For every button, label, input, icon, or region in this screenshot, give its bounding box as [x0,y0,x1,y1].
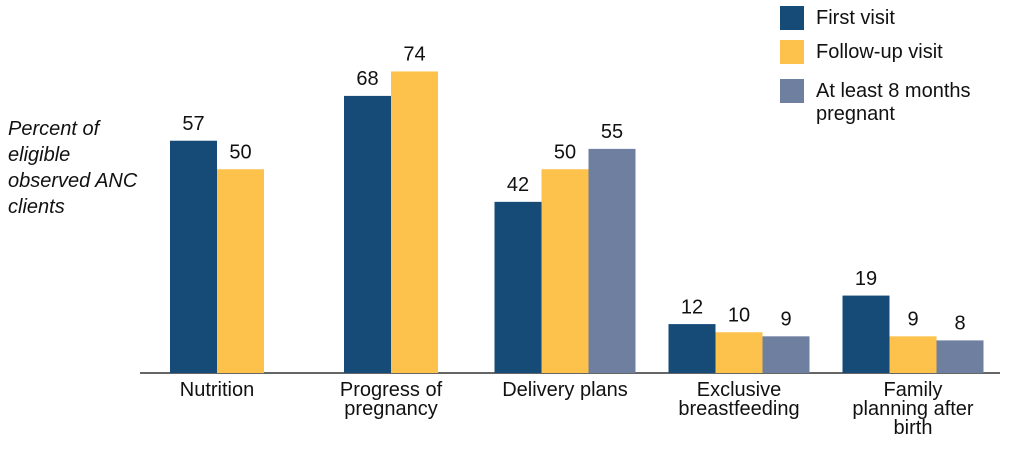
bar [170,140,217,373]
legend-label: Follow-up visit [816,41,943,63]
legend-swatch [780,40,804,64]
value-label: 68 [356,68,378,90]
value-label: 55 [601,121,623,143]
bar [889,336,937,373]
bar [715,332,763,373]
legend-swatch [780,79,804,103]
bar [541,169,589,373]
x-tick-label: Delivery plans [502,379,628,401]
value-label: 9 [780,309,791,331]
value-label: 74 [403,44,425,66]
bar [344,95,391,374]
bar [762,336,810,373]
legend-label: At least 8 months pregnant [816,80,971,125]
y-axis-label: Percent of eligible observed ANC clients [8,118,138,218]
value-label: 50 [229,142,251,164]
value-label: 42 [507,174,529,196]
bar [217,169,264,373]
value-label: 57 [182,113,204,135]
bar [391,71,438,373]
bar [936,340,984,373]
legend-swatch [780,6,804,30]
value-label: 9 [907,309,918,331]
bar [588,148,636,373]
bar [842,295,890,373]
x-tick-label: Family planning after birth [852,379,974,439]
bar [494,201,542,373]
value-label: 8 [954,313,965,335]
x-tick-label: Exclusive breastfeeding [678,379,800,420]
bar [668,324,716,373]
value-label: 19 [855,268,877,290]
value-label: 10 [728,305,750,327]
legend-label: First visit [816,7,895,29]
x-tick-label: Nutrition [179,379,255,401]
x-tick-label: Progress of pregnancy [339,379,443,420]
value-label: 12 [681,296,703,318]
value-label: 50 [554,142,576,164]
